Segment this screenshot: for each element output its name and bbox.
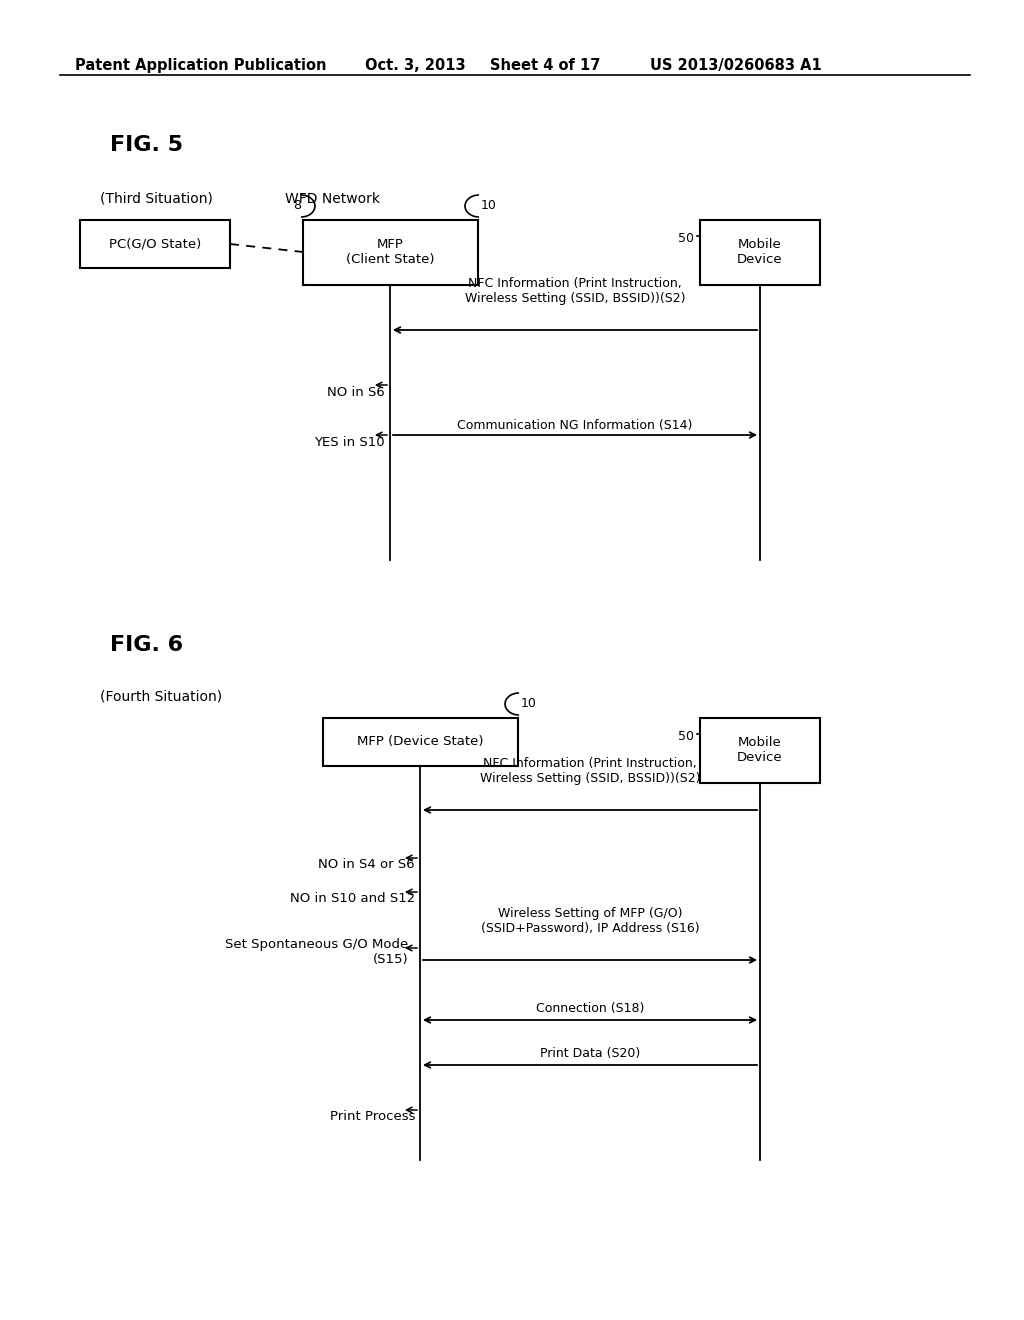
Text: PC(G/O State): PC(G/O State): [109, 238, 201, 251]
Text: Set Spontaneous G/O Mode
(S15): Set Spontaneous G/O Mode (S15): [224, 939, 408, 966]
Text: MFP (Device State): MFP (Device State): [356, 735, 483, 748]
Text: US 2013/0260683 A1: US 2013/0260683 A1: [650, 58, 821, 73]
Text: YES in S10: YES in S10: [314, 436, 385, 449]
Text: FIG. 6: FIG. 6: [110, 635, 183, 655]
Text: 10: 10: [521, 697, 537, 710]
Text: WFD Network: WFD Network: [285, 191, 380, 206]
Text: 10: 10: [481, 199, 497, 213]
Text: Patent Application Publication: Patent Application Publication: [75, 58, 327, 73]
Text: Print Process: Print Process: [330, 1110, 415, 1123]
Text: 50: 50: [678, 730, 694, 743]
Text: Mobile
Device: Mobile Device: [737, 737, 782, 764]
Text: MFP
(Client State): MFP (Client State): [346, 238, 434, 267]
Text: Communication NG Information (S14): Communication NG Information (S14): [458, 418, 692, 432]
Text: Oct. 3, 2013: Oct. 3, 2013: [365, 58, 466, 73]
Text: FIG. 5: FIG. 5: [110, 135, 183, 154]
Text: NO in S6: NO in S6: [328, 385, 385, 399]
Text: Connection (S18): Connection (S18): [536, 1002, 644, 1015]
Text: Sheet 4 of 17: Sheet 4 of 17: [490, 58, 600, 73]
Bar: [700, 220, 820, 285]
Bar: [80, 220, 230, 268]
Text: NO in S4 or S6: NO in S4 or S6: [318, 858, 415, 871]
Text: Print Data (S20): Print Data (S20): [540, 1047, 640, 1060]
Text: NO in S10 and S12: NO in S10 and S12: [290, 892, 415, 906]
Text: (Fourth Situation): (Fourth Situation): [100, 690, 222, 704]
Text: 50: 50: [678, 232, 694, 246]
Text: (Third Situation): (Third Situation): [100, 191, 213, 206]
Text: Mobile
Device: Mobile Device: [737, 238, 782, 267]
Text: 8: 8: [293, 199, 301, 213]
Bar: [303, 220, 478, 285]
Bar: [700, 718, 820, 783]
Bar: [323, 718, 518, 766]
Text: NFC Information (Print Instruction,
Wireless Setting (SSID, BSSID))(S2): NFC Information (Print Instruction, Wire…: [465, 277, 685, 305]
Text: Wireless Setting of MFP (G/O)
(SSID+Password), IP Address (S16): Wireless Setting of MFP (G/O) (SSID+Pass…: [480, 907, 699, 935]
Text: NFC Information (Print Instruction,
Wireless Setting (SSID, BSSID))(S2): NFC Information (Print Instruction, Wire…: [480, 756, 700, 785]
